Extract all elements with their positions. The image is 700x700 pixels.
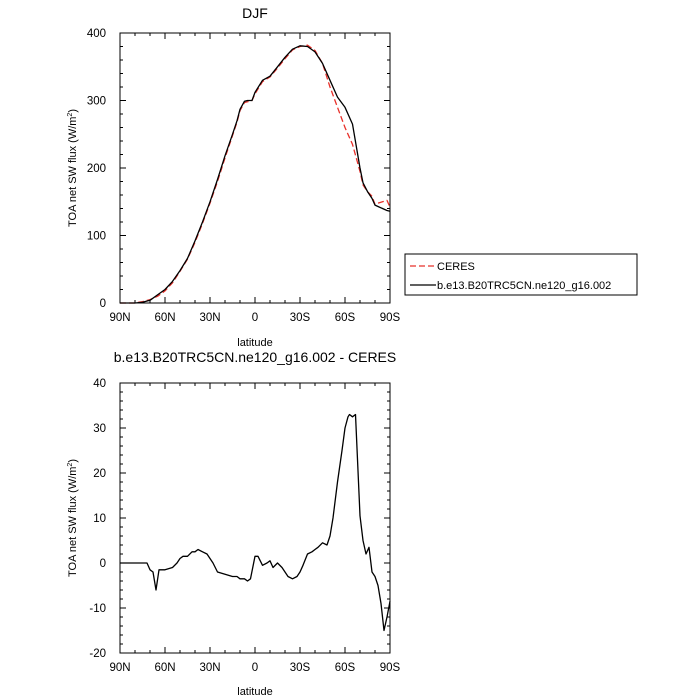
top-chart-frame bbox=[119, 32, 391, 304]
bottom-chart-xtick-label: 90N bbox=[109, 662, 130, 674]
legend-label-model: b.e13.B20TRC5CN.ne120_g16.002 bbox=[437, 280, 611, 292]
bottom-chart-series-group bbox=[120, 413, 391, 632]
top-chart-xtick-label: 60N bbox=[154, 312, 175, 324]
top-chart-ytick-label: 200 bbox=[87, 163, 106, 175]
top-chart-xtick-label: 90N bbox=[109, 312, 130, 324]
bottom-chart-ytick-label: 0 bbox=[100, 558, 106, 570]
bottom-chart-xtick-label: 60S bbox=[335, 662, 356, 674]
top-chart-xtick-label: 30N bbox=[199, 312, 220, 324]
top-chart-xtick-label: 90S bbox=[380, 312, 401, 324]
top-chart-xlabel: latitude bbox=[237, 337, 272, 349]
top-chart-title: DJF bbox=[242, 5, 268, 21]
top-chart-ytick-label: 400 bbox=[87, 28, 106, 40]
bottom-chart-title: b.e13.B20TRC5CN.ne120_g16.002 - CERES bbox=[114, 349, 397, 365]
top-chart-ytick-label: 0 bbox=[100, 298, 106, 310]
bottom-chart-ytick-label: -10 bbox=[89, 603, 106, 615]
legend-box bbox=[404, 253, 638, 296]
bottom-chart-xtick-label: 30N bbox=[199, 662, 220, 674]
bottom-chart-xtick-label: 0 bbox=[252, 662, 258, 674]
top-chart-xtick-label: 30S bbox=[290, 312, 311, 324]
top-chart-series-ceres bbox=[120, 44, 391, 304]
top-chart-ytick-label: 300 bbox=[87, 96, 106, 108]
legend: CERES b.e13.B20TRC5CN.ne120_g16.002 bbox=[404, 253, 638, 296]
top-chart-series-group bbox=[120, 44, 391, 304]
legend-label-ceres: CERES bbox=[437, 261, 475, 273]
bottom-chart-frame bbox=[119, 382, 391, 654]
bottom-chart-xtick-label: 30S bbox=[290, 662, 311, 674]
top-chart-ylabel: TOA net SW flux (W/m2) bbox=[67, 109, 79, 227]
top-chart-xtick-label: 60S bbox=[335, 312, 356, 324]
bottom-chart-xtick-label: 90S bbox=[380, 662, 401, 674]
bottom-chart-ylabel: TOA net SW flux (W/m2) bbox=[67, 459, 79, 577]
bottom-chart-xtick-label: 60N bbox=[154, 662, 175, 674]
top-chart-ytick-label: 100 bbox=[87, 231, 106, 243]
bottom-chart-ytick-label: 30 bbox=[93, 423, 106, 435]
bottom-chart: b.e13.B20TRC5CN.ne120_g16.002 - CERES 90… bbox=[67, 349, 401, 698]
bottom-chart-series-difference bbox=[120, 413, 391, 632]
bottom-chart-ytick-label: -20 bbox=[89, 648, 106, 660]
bottom-chart-ytick-label: 10 bbox=[93, 513, 106, 525]
bottom-chart-ytick-label: 20 bbox=[93, 468, 106, 480]
top-chart-series-model bbox=[120, 45, 391, 304]
top-chart: DJF 90N 60N 30N 0 30S 60S 90S 0 100 200 300 400 lat… bbox=[67, 5, 638, 349]
bottom-chart-ytick-label: 40 bbox=[93, 378, 106, 390]
top-chart-xtick-label: 0 bbox=[252, 312, 258, 324]
bottom-chart-xlabel: latitude bbox=[237, 686, 272, 698]
